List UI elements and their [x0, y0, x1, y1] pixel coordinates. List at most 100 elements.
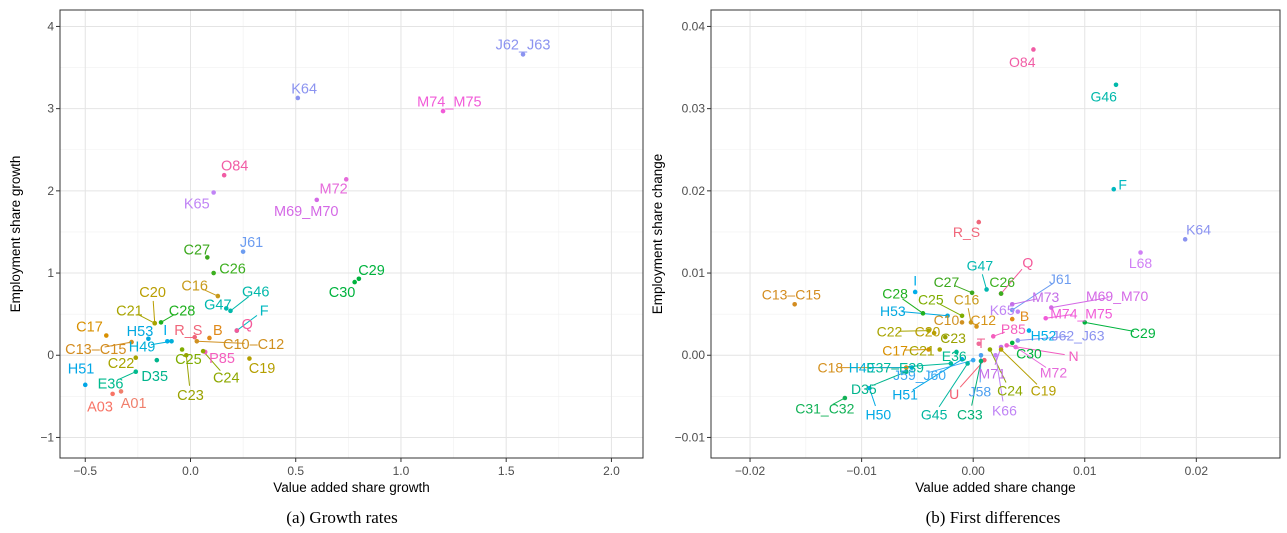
data-point	[165, 338, 170, 344]
data-point	[968, 320, 974, 325]
data-point	[133, 369, 139, 374]
label-connector-line	[868, 387, 876, 407]
label-connector-line	[202, 350, 221, 372]
data-point	[954, 349, 959, 355]
label-connector-line	[954, 285, 973, 294]
y-axis-title: Employment share growth	[8, 156, 23, 313]
point-label: F	[260, 303, 269, 319]
x-tick-label: 1.5	[498, 464, 515, 478]
y-tick-label: 0	[47, 348, 54, 362]
data-point	[1182, 237, 1188, 242]
data-point	[1082, 320, 1088, 325]
x-tick-label: −0.02	[735, 464, 766, 478]
data-point	[792, 301, 797, 307]
data-point	[976, 341, 982, 347]
data-point	[352, 279, 357, 285]
data-point	[82, 382, 88, 388]
label-connectors	[104, 288, 258, 386]
point-label: J62_J63	[1052, 328, 1105, 344]
data-points	[82, 52, 526, 397]
data-point	[987, 347, 993, 352]
point-label: Q	[242, 317, 253, 333]
data-point	[1031, 47, 1036, 52]
data-point	[110, 391, 115, 397]
label-connector-line	[1000, 349, 1038, 385]
data-point	[1026, 328, 1032, 333]
data-point	[158, 320, 164, 325]
point-label: D35	[851, 381, 877, 397]
point-label: J59_J60	[893, 367, 946, 383]
point-label: M69_M70	[1086, 288, 1148, 304]
data-point	[221, 172, 227, 178]
data-point	[1043, 315, 1049, 321]
point-label: C22	[108, 356, 135, 372]
point-label: J61	[240, 235, 263, 251]
data-point	[978, 352, 984, 358]
data-point	[183, 352, 189, 358]
data-point	[998, 347, 1004, 352]
data-point	[1009, 316, 1015, 322]
y-tick-label: 0.03	[682, 102, 706, 116]
data-point	[314, 197, 320, 203]
y-tick-label: 0.00	[682, 348, 706, 362]
point-label: C19	[249, 361, 276, 377]
data-point	[912, 289, 918, 295]
data-point	[1138, 250, 1143, 255]
point-label: C13–C15	[65, 342, 126, 358]
data-point	[948, 361, 954, 366]
data-point	[842, 395, 848, 401]
data-point	[192, 334, 198, 340]
point-label: H53	[127, 324, 154, 340]
label-connector-line	[938, 303, 963, 317]
label-connector-line	[1051, 297, 1109, 309]
label-connector-line	[904, 348, 929, 351]
y-tick-label: −1	[40, 430, 54, 444]
label-connector-line	[898, 330, 929, 332]
point-label: C21	[909, 342, 935, 358]
label-connectors	[832, 268, 1135, 408]
data-point	[169, 338, 174, 344]
data-point	[129, 339, 134, 345]
point-label: C16	[181, 279, 208, 295]
point-label: R_S	[174, 323, 202, 339]
data-point	[1013, 344, 1018, 350]
data-point	[1048, 305, 1054, 310]
point-label: C30	[329, 285, 356, 301]
point-label: C27	[184, 242, 211, 258]
point-label: C28	[169, 303, 196, 319]
caption-first-differences: (b) First differences	[925, 508, 1061, 527]
major-grid	[60, 10, 643, 458]
data-point	[969, 290, 975, 296]
data-point	[211, 190, 216, 195]
label-connector-line	[912, 358, 963, 391]
x-tick-label: −0.5	[73, 464, 97, 478]
y-tick-label: 2	[47, 184, 54, 198]
data-point	[343, 177, 349, 182]
label-connector-line	[967, 308, 972, 323]
point-label: O84	[1009, 54, 1036, 70]
point-label: C19	[1031, 383, 1057, 399]
point-label: C20	[915, 323, 941, 339]
point-label: M73	[1032, 289, 1059, 305]
data-point	[211, 270, 216, 276]
point-label: O84	[221, 159, 248, 175]
point-label: H49	[849, 360, 875, 376]
label-connector-line	[1045, 314, 1073, 319]
data-point	[926, 328, 931, 333]
x-tick-label: 1.0	[393, 464, 410, 478]
data-point	[998, 291, 1004, 296]
data-point	[974, 324, 979, 329]
point-labels: O84 G46 F K64 R_S L68 Q J61 C13–C15 G47 I C27 C26 C28…	[762, 54, 1211, 423]
point-label: C21	[116, 303, 143, 319]
point-label: R_S	[953, 224, 980, 240]
data-point	[920, 311, 926, 316]
label-connector-line	[871, 371, 907, 387]
label-connector-line	[185, 355, 191, 386]
data-point	[990, 334, 996, 339]
label-connector-line	[196, 340, 245, 344]
point-label: J62_J63	[496, 38, 551, 54]
point-label: A03	[87, 399, 113, 415]
point-label: C29	[1130, 325, 1156, 341]
point-label: P85	[1001, 321, 1026, 337]
point-label: C31_C32	[795, 401, 854, 417]
